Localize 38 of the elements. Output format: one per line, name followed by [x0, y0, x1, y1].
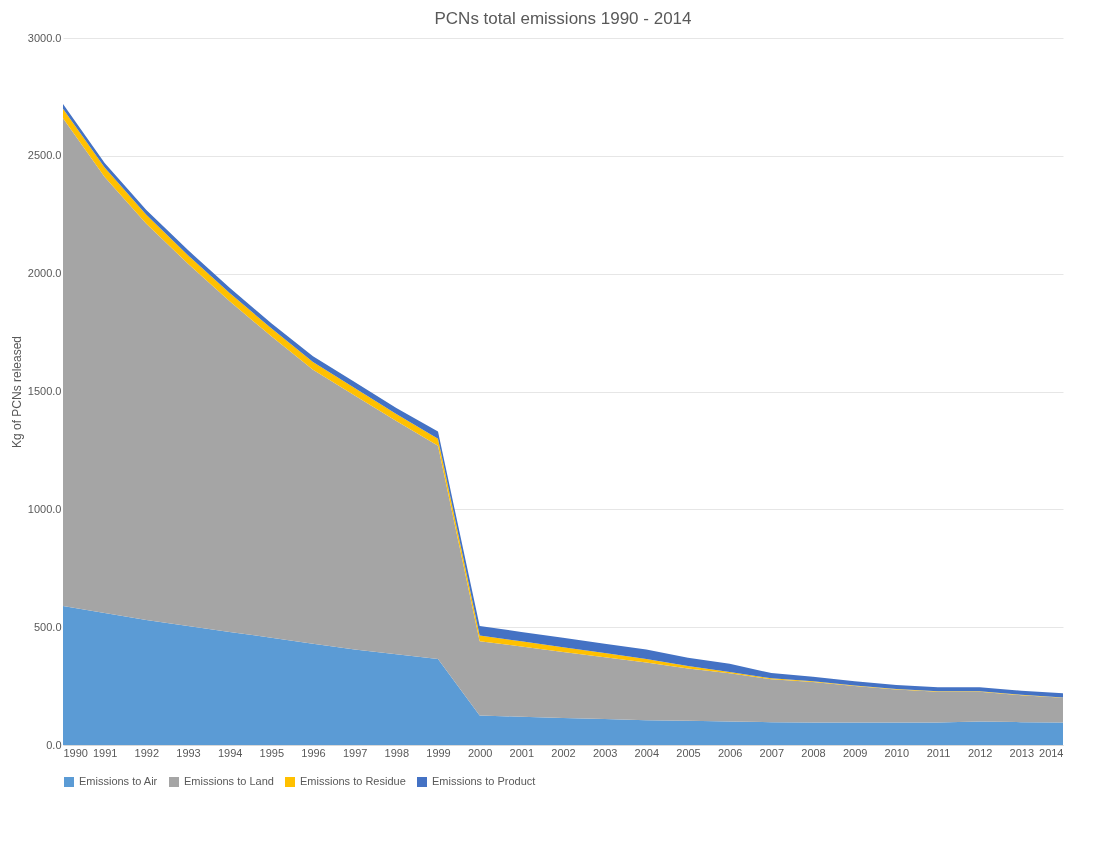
legend-label: Emissions to Air	[79, 775, 158, 787]
x-tick-label: 2004	[634, 746, 660, 759]
legend-label: Emissions to Residue	[300, 775, 406, 787]
y-tick-label: 2500.0	[27, 149, 62, 162]
y-tick-label: 500.0	[33, 620, 62, 633]
x-tick-label: 2003	[592, 746, 618, 759]
x-tick-label: 2010	[884, 746, 910, 759]
x-tick-label: 1996	[301, 746, 326, 759]
x-tick-label: 1992	[134, 746, 160, 759]
x-tick-label: 1990	[63, 746, 88, 759]
x-tick-label: 2005	[676, 746, 701, 759]
x-tick-label: 1994	[217, 746, 243, 759]
x-tick-label: 2000	[467, 746, 493, 759]
y-tick-label: 1000.0	[27, 502, 62, 515]
x-tick-label: 1999	[426, 746, 451, 759]
x-tick-label: 2009	[842, 746, 868, 759]
x-tick-label: 2012	[967, 746, 993, 759]
chart-title: PCNs total emissions 1990 - 2014	[434, 9, 692, 28]
x-tick-label: 2002	[551, 746, 576, 759]
y-tick-label: 2000.0	[27, 267, 62, 280]
x-tick-label: 2013	[1009, 746, 1035, 759]
x-tick-label: 2014	[1039, 746, 1064, 759]
x-tick-label: 1997	[342, 746, 368, 759]
y-tick-label: 0.0	[46, 738, 62, 751]
x-tick-label: 2001	[509, 746, 535, 759]
x-tick-label: 2006	[717, 746, 743, 759]
legend-label: Emissions to Land	[184, 775, 274, 787]
x-tick-label: 2007	[759, 746, 785, 759]
x-tick-label: 1991	[92, 746, 118, 759]
x-tick-label: 1993	[176, 746, 201, 759]
y-axis-title: Kg of PCNs released	[9, 335, 24, 449]
x-tick-label: 1995	[259, 746, 285, 759]
x-tick-label: 2008	[801, 746, 826, 759]
legend-label: Emissions to Product	[432, 775, 536, 787]
x-tick-label: 2011	[926, 746, 951, 759]
x-tick-label: 1998	[384, 746, 410, 759]
y-tick-label: 3000.0	[27, 31, 62, 44]
y-tick-label: 1500.0	[27, 385, 62, 397]
